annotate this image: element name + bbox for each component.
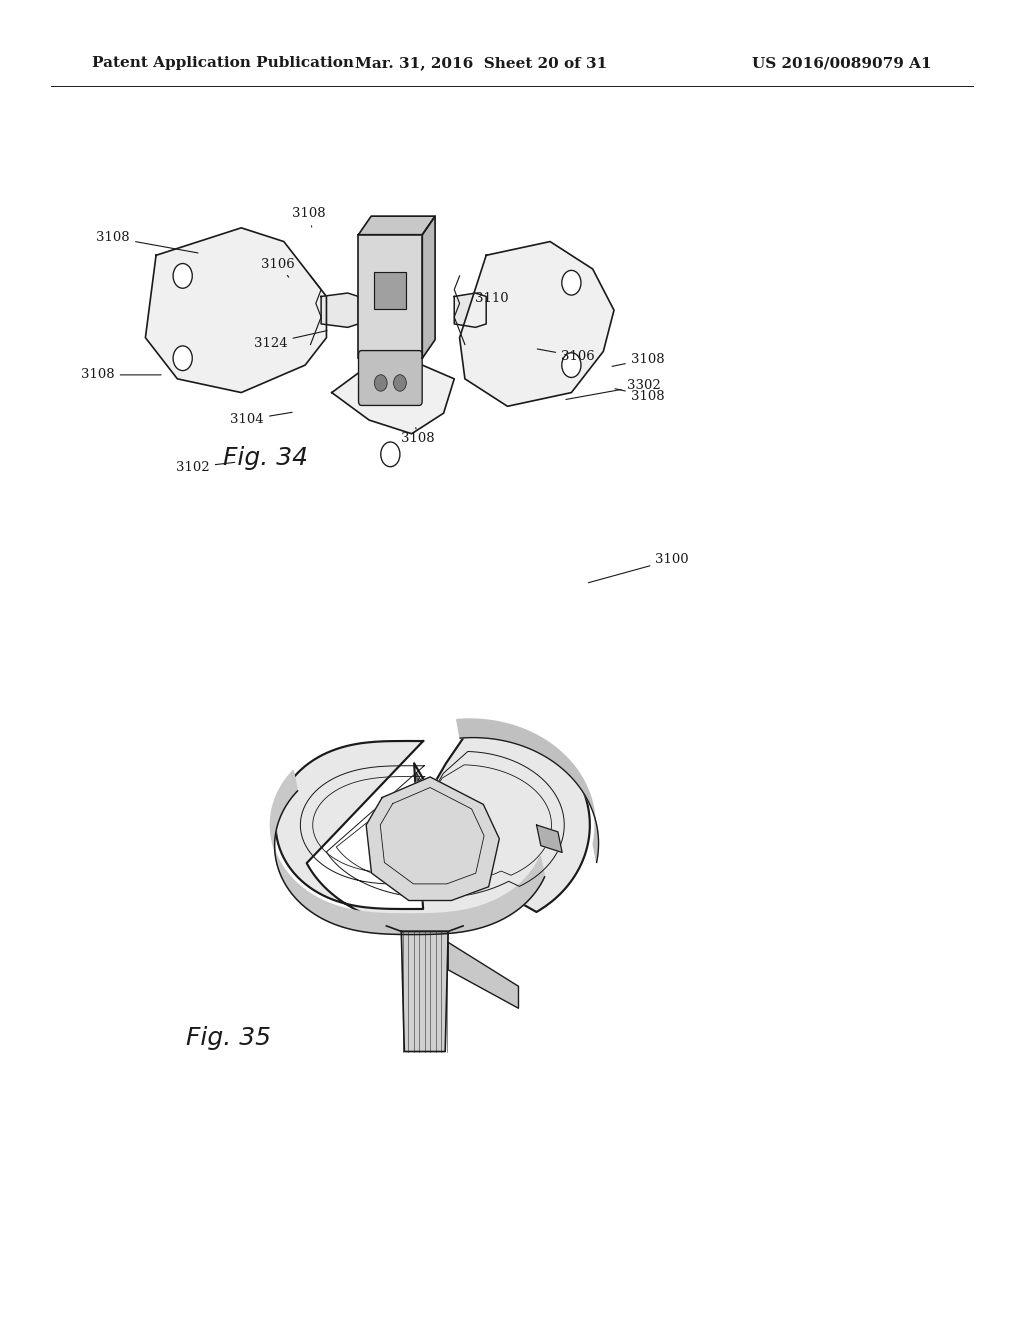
- Text: 3108: 3108: [81, 368, 161, 381]
- Polygon shape: [145, 228, 327, 392]
- Circle shape: [381, 442, 400, 467]
- Bar: [375, 272, 407, 309]
- Text: Mar. 31, 2016  Sheet 20 of 31: Mar. 31, 2016 Sheet 20 of 31: [355, 57, 607, 70]
- Text: 3100: 3100: [589, 553, 689, 582]
- Polygon shape: [457, 719, 599, 862]
- Text: 3108: 3108: [292, 207, 326, 227]
- Circle shape: [393, 375, 407, 391]
- FancyBboxPatch shape: [358, 235, 422, 358]
- Polygon shape: [449, 942, 518, 1008]
- Text: 3106: 3106: [261, 257, 295, 277]
- Circle shape: [562, 352, 581, 378]
- Text: 3302: 3302: [566, 379, 660, 400]
- Polygon shape: [422, 216, 435, 358]
- Text: 3124: 3124: [254, 330, 327, 350]
- Polygon shape: [537, 825, 562, 853]
- Text: 3108: 3108: [615, 388, 665, 403]
- Polygon shape: [358, 216, 435, 235]
- Circle shape: [173, 346, 193, 371]
- Text: 3106: 3106: [538, 348, 595, 363]
- Text: 3108: 3108: [401, 428, 435, 445]
- Polygon shape: [401, 932, 449, 1052]
- Polygon shape: [367, 777, 500, 900]
- Polygon shape: [455, 293, 486, 327]
- Text: 3110: 3110: [475, 292, 509, 305]
- Text: Patent Application Publication: Patent Application Publication: [92, 57, 354, 70]
- Text: Fig. 35: Fig. 35: [186, 1027, 271, 1051]
- Polygon shape: [322, 293, 358, 327]
- Text: US 2016/0089079 A1: US 2016/0089079 A1: [753, 57, 932, 70]
- Circle shape: [562, 271, 581, 296]
- Circle shape: [375, 375, 387, 391]
- Text: 3108: 3108: [612, 352, 665, 367]
- Polygon shape: [332, 366, 455, 434]
- Polygon shape: [270, 771, 545, 935]
- Polygon shape: [460, 242, 614, 407]
- Text: Fig. 34: Fig. 34: [223, 446, 308, 470]
- Text: 3104: 3104: [230, 412, 292, 426]
- FancyBboxPatch shape: [358, 351, 422, 405]
- Text: 3108: 3108: [96, 231, 198, 253]
- Polygon shape: [275, 721, 590, 928]
- Circle shape: [173, 264, 193, 288]
- Text: 3102: 3102: [176, 461, 234, 474]
